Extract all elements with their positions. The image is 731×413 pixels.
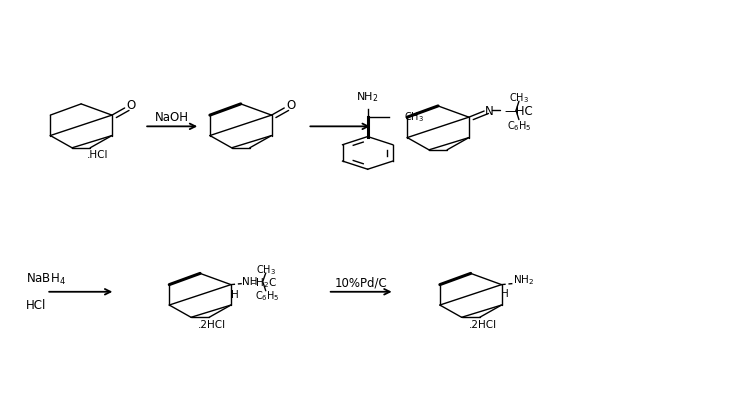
Text: H: H [501,289,509,299]
Text: N: N [485,104,493,118]
Text: .HCl: .HCl [86,150,108,159]
Text: 10%Pd/C: 10%Pd/C [335,275,387,288]
Text: HCl: HCl [26,299,46,311]
Text: NaBH$_4$: NaBH$_4$ [26,271,66,287]
Text: NH$_2$: NH$_2$ [513,273,534,287]
Text: NaOH: NaOH [155,110,189,123]
Text: NH$_2$: NH$_2$ [357,90,379,104]
Text: H: H [232,289,239,299]
Text: C$_6$H$_5$: C$_6$H$_5$ [507,119,532,133]
Text: .2HCl: .2HCl [469,320,497,330]
Text: .2HCl: .2HCl [198,320,227,330]
Text: CH$_3$: CH$_3$ [256,263,276,277]
Text: O: O [126,99,136,112]
Text: CH$_3$: CH$_3$ [404,109,424,123]
Text: NH: NH [242,276,257,286]
Text: O: O [286,99,295,112]
Text: –H$_2$C: –H$_2$C [250,276,276,290]
Text: —HC: —HC [504,104,533,117]
Text: CH$_3$: CH$_3$ [509,91,529,105]
Text: C$_6$H$_5$: C$_6$H$_5$ [255,288,279,302]
